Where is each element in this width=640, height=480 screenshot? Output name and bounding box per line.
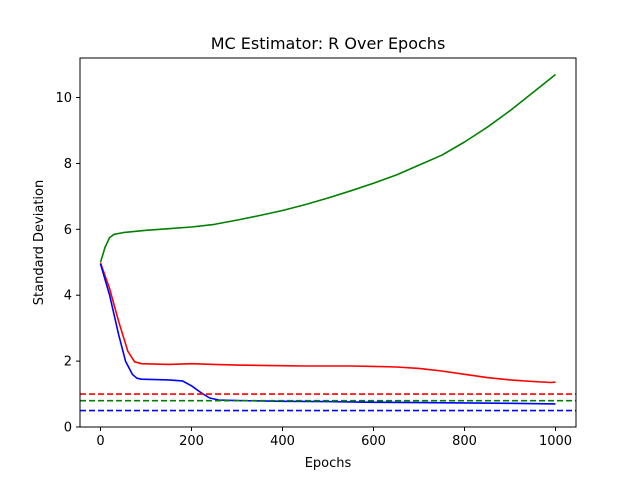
- y-tick-label: 4: [64, 289, 72, 304]
- y-tick-label: 6: [64, 223, 72, 238]
- x-tick-label: 800: [452, 434, 477, 449]
- series-line-2: [99, 263, 556, 405]
- y-tick-label: 0: [64, 421, 72, 436]
- y-tick-label: 8: [64, 157, 72, 172]
- plot-frame: [79, 57, 577, 428]
- x-tick-label: 0: [96, 434, 104, 449]
- x-tick-label: 200: [179, 434, 204, 449]
- x-tick-label: 400: [270, 434, 295, 449]
- series-line-1: [99, 262, 556, 384]
- chart-title: MC Estimator: R Over Epochs: [211, 34, 446, 53]
- y-tick-label: 10: [55, 91, 72, 106]
- y-tick-label: 2: [64, 355, 72, 370]
- x-tick-label: 600: [361, 434, 386, 449]
- series-layer: [80, 73, 576, 412]
- x-tick-label: 1000: [539, 434, 572, 449]
- x-axis-label: Epochs: [305, 456, 352, 471]
- series-line-0: [99, 73, 556, 263]
- y-axis-label: Standard Deviation: [32, 180, 47, 305]
- ticks-layer: 0 200 400 600 800 1000 0 2 4 6 8 10: [55, 91, 572, 449]
